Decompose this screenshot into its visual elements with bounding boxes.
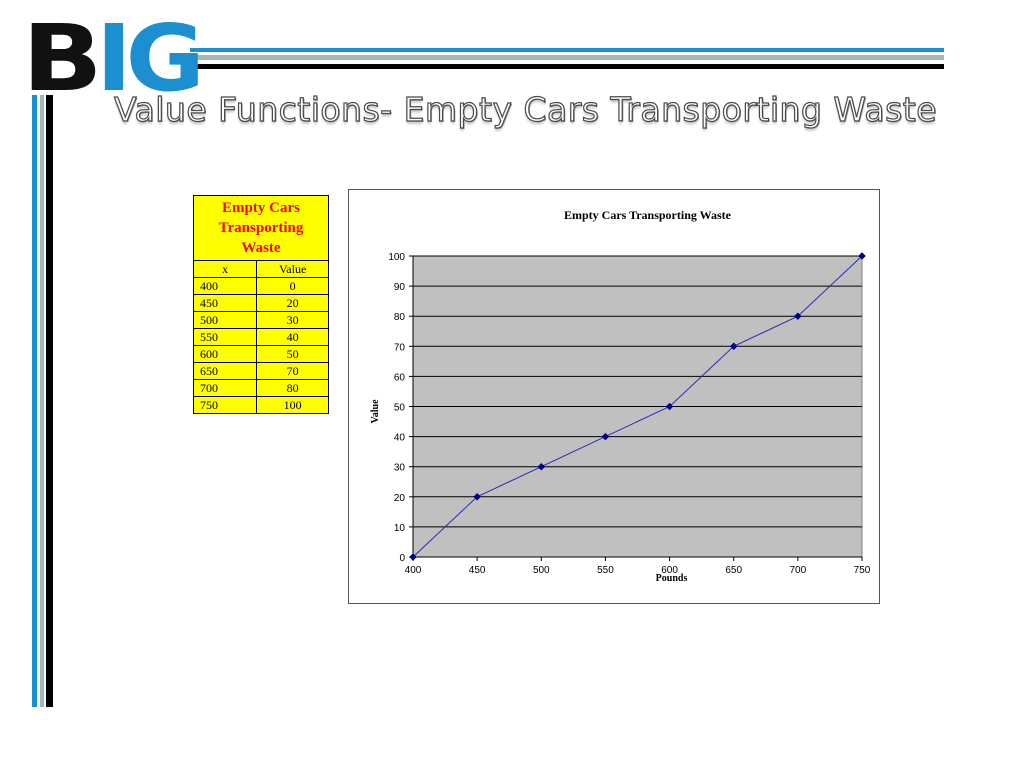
table-row: 550 40 (192, 328, 329, 346)
x-tick-label: 750 (854, 565, 871, 576)
y-tick-label: 50 (394, 403, 406, 414)
x-tick-label: 400 (405, 565, 422, 576)
chart-title: Empty Cars Transporting Waste (564, 208, 732, 222)
table-header-x: x (192, 260, 258, 278)
table-row: 400 0 (192, 277, 329, 295)
table-caption: Empty Cars Transporting Waste (193, 195, 329, 261)
x-tick-label: 600 (661, 565, 678, 576)
table-row: 500 30 (192, 311, 329, 329)
table-cell-value: 50 (256, 345, 329, 363)
chart-frame: Empty Cars Transporting Waste 0 10 20 30 40 50… (348, 189, 880, 604)
left-stripe-black (46, 95, 53, 707)
logo-letters-ig: IG (96, 5, 205, 112)
table-cell-x: 500 (192, 311, 258, 329)
left-stripe-gray (40, 95, 44, 707)
table-row: 650 70 (192, 362, 329, 380)
table-cell-x: 450 (192, 294, 258, 312)
y-tick-label: 70 (394, 342, 406, 353)
data-point (794, 312, 802, 321)
x-tick-label: 650 (725, 565, 742, 576)
table-row: 600 50 (192, 345, 329, 363)
table-cell-x: 550 (192, 328, 258, 346)
data-point (473, 492, 481, 501)
table-cell-value: 30 (256, 311, 329, 329)
table-cell-value: 40 (256, 328, 329, 346)
top-stripe-black (190, 64, 944, 69)
table-cell-value: 80 (256, 379, 329, 397)
y-tick-label: 60 (394, 372, 406, 383)
y-tick-label: 0 (399, 553, 405, 564)
x-tick-label: 450 (469, 565, 486, 576)
table-cell-x: 650 (192, 362, 258, 380)
y-tick-label: 90 (394, 282, 406, 293)
data-point (537, 462, 546, 471)
top-stripe-blue (190, 48, 944, 52)
x-tick-label: 500 (533, 565, 550, 576)
table-cell-x: 600 (192, 345, 258, 363)
table-cell-value: 100 (256, 396, 329, 414)
line-chart: Empty Cars Transporting Waste 0 10 20 30 40 50… (370, 208, 871, 584)
table-cell-value: 70 (256, 362, 329, 380)
y-tick-label: 80 (394, 312, 406, 323)
y-tick-label: 100 (388, 252, 405, 263)
slide-title: Value Functions- Empty Cars Transporting… (113, 89, 938, 129)
x-tick-label: 550 (597, 565, 614, 576)
table-cell-value: 20 (256, 294, 329, 312)
table-cell-x: 700 (192, 379, 258, 397)
data-table: Empty Cars Transporting Waste x Value 40… (192, 195, 329, 414)
data-point (858, 252, 866, 260)
data-point (409, 553, 417, 561)
table-cell-x: 750 (192, 396, 258, 414)
table-row: 750 100 (192, 396, 329, 414)
logo-letter-b: B (22, 5, 103, 112)
table-row: 450 20 (192, 294, 329, 312)
y-tick-label: 30 (394, 463, 406, 474)
y-tick-label: 40 (394, 433, 406, 444)
x-tick-label: 700 (790, 565, 807, 576)
y-axis-label: Value (370, 399, 381, 424)
left-stripe-blue (32, 95, 37, 707)
top-stripe-gray (190, 55, 944, 60)
big-logo: B IG (22, 5, 205, 112)
table-cell-value: 0 (256, 277, 329, 295)
table-header-value: Value (256, 260, 329, 278)
series-line (412, 255, 863, 558)
data-point (601, 432, 610, 441)
y-tick-label: 20 (394, 493, 406, 504)
data-point (665, 402, 674, 411)
y-tick-label: 10 (394, 523, 406, 534)
x-axis-label: Pounds (656, 573, 688, 584)
data-point (729, 342, 738, 351)
table-row: 700 80 (192, 379, 329, 397)
table-cell-x: 400 (192, 277, 258, 295)
